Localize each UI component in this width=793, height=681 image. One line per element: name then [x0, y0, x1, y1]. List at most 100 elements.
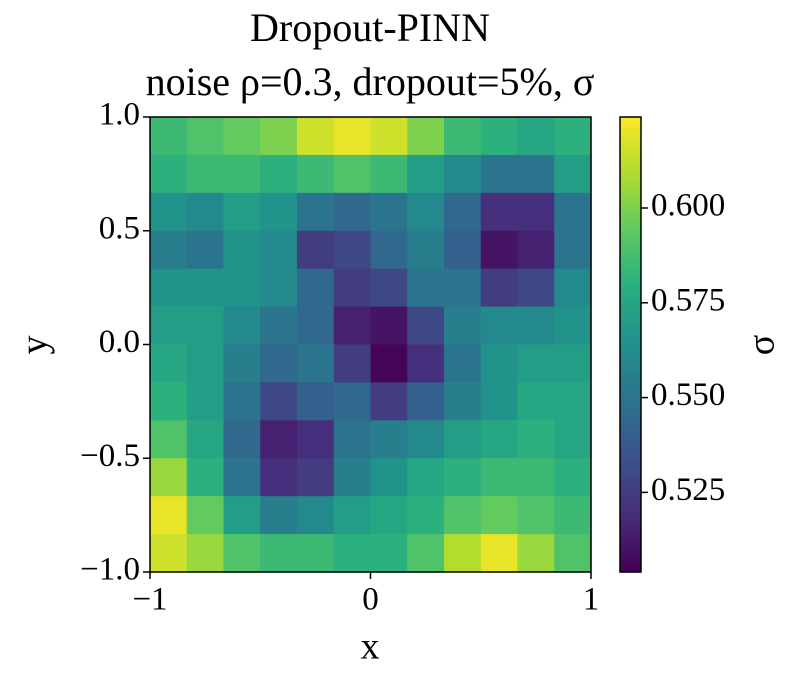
colorbar-strip	[620, 170, 641, 175]
heatmap-cell	[150, 344, 188, 384]
heatmap-cell	[333, 458, 372, 497]
colorbar-tick-label: 0.525	[651, 472, 725, 508]
x-tick-label: 0	[362, 582, 379, 618]
heatmap-cell	[517, 344, 555, 384]
heatmap-cell	[480, 534, 519, 573]
heatmap-cell	[444, 306, 482, 346]
colorbar-strip	[620, 132, 641, 137]
heatmap-cell	[407, 420, 445, 459]
heatmap-cell	[223, 534, 261, 573]
colorbar-strip	[620, 261, 641, 266]
colorbar-strip	[620, 363, 641, 368]
colorbar-strip	[620, 120, 641, 126]
heatmap-cell	[444, 382, 482, 421]
heatmap-cell	[554, 192, 592, 232]
colorbar-strip	[620, 492, 641, 497]
colorbar-strip	[620, 522, 641, 528]
heatmap-cell	[370, 117, 408, 156]
heatmap-cell	[517, 382, 555, 421]
heatmap-cell	[223, 268, 261, 308]
colorbar-strip	[620, 556, 641, 562]
heatmap-cell	[186, 306, 225, 346]
colorbar-strip	[620, 511, 641, 516]
heatmap-cell	[333, 192, 372, 232]
colorbar-strip	[620, 302, 641, 308]
heatmap-cell	[517, 230, 555, 270]
colorbar-strip	[620, 515, 641, 520]
heatmap-cell	[297, 192, 335, 232]
colorbar-strip	[620, 310, 641, 315]
colorbar-strip	[620, 143, 641, 148]
heatmap-cell	[150, 458, 188, 497]
heatmap-cell	[554, 154, 592, 194]
heatmap-cell	[517, 534, 555, 573]
heatmap-cell	[150, 420, 188, 459]
heatmap-cell	[223, 382, 261, 421]
heatmap-cell	[260, 306, 298, 346]
colorbar-strip	[620, 177, 641, 183]
colorbar-strip	[620, 469, 641, 475]
colorbar-strip	[620, 336, 641, 342]
colorbar-strip	[620, 446, 641, 452]
colorbar-strip	[620, 549, 641, 554]
colorbar-strip	[620, 333, 641, 338]
heatmap-cell	[150, 496, 188, 535]
heatmap-cell	[407, 534, 445, 573]
heatmap-cell	[150, 534, 188, 573]
heatmap-cell	[370, 344, 408, 384]
heatmap-cell	[407, 268, 445, 308]
colorbar-strip	[620, 268, 641, 274]
colorbar-strip	[620, 499, 641, 505]
heatmap-cell	[297, 306, 335, 346]
heatmap-cell	[333, 154, 372, 194]
colorbar-strip	[620, 329, 641, 334]
colorbar-strip	[620, 443, 641, 448]
colorbar-strip	[620, 477, 641, 482]
colorbar-tick-label: 0.600	[651, 188, 725, 224]
colorbar-strip	[620, 264, 641, 270]
heatmap-cell	[517, 420, 555, 459]
heatmap-cell	[407, 344, 445, 384]
heatmap-cell	[186, 496, 225, 535]
heatmap-cell	[370, 306, 408, 346]
colorbar-strip	[620, 424, 641, 429]
heatmap-cell	[186, 534, 225, 573]
heatmap-cell	[517, 268, 555, 308]
heatmap-cell	[260, 496, 298, 535]
x-tick-label: −1	[132, 582, 167, 618]
colorbar-strip	[620, 405, 641, 410]
heatmap-cell	[223, 230, 261, 270]
colorbar-strip	[620, 401, 641, 406]
heatmap-cell	[297, 420, 335, 459]
heatmap-cell	[370, 268, 408, 308]
heatmap-cell	[407, 230, 445, 270]
heatmap-cell	[333, 420, 372, 459]
y-tick-label: 1.0	[99, 97, 140, 133]
heatmap-cell	[554, 230, 592, 270]
colorbar-strip	[620, 249, 641, 255]
heatmap-cell	[480, 192, 519, 232]
heatmap-cell	[333, 306, 372, 346]
colorbar-strip	[620, 280, 641, 285]
colorbar-strip	[620, 166, 641, 171]
heatmap-cell	[370, 230, 408, 270]
heatmap-cell	[186, 344, 225, 384]
heatmap-cell	[444, 344, 482, 384]
colorbar-strip	[620, 359, 641, 365]
colorbar-strip	[620, 299, 641, 304]
heatmap-cell	[186, 230, 225, 270]
colorbar-strip	[620, 416, 641, 421]
colorbar-strip	[620, 534, 641, 539]
heatmap-cell	[444, 192, 482, 232]
colorbar-strip	[620, 291, 641, 296]
colorbar-strip	[620, 393, 641, 399]
colorbar-strip	[620, 481, 641, 486]
colorbar-strip	[620, 507, 641, 512]
heatmap-cell	[260, 192, 298, 232]
colorbar-strip	[620, 378, 641, 384]
colorbar-strip	[620, 344, 641, 349]
colorbar-strip	[620, 355, 641, 361]
heatmap-cell	[480, 117, 519, 156]
colorbar-strip	[620, 450, 641, 456]
colorbar-strip	[620, 374, 641, 380]
